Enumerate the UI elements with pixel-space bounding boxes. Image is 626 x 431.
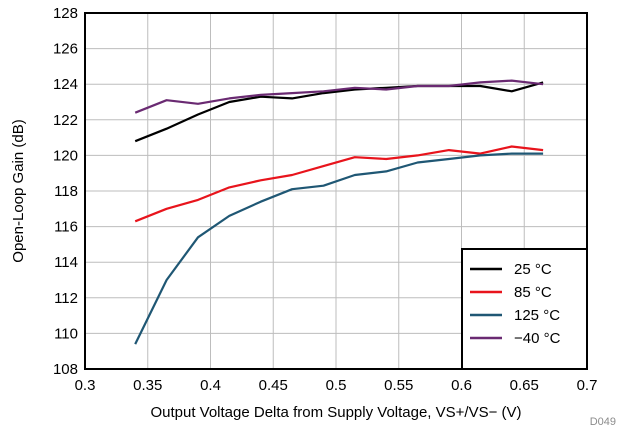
y-tick-label: 128 [53, 5, 78, 22]
x-tick-label: 0.6 [451, 377, 472, 394]
x-tick-label: 0.5 [326, 377, 347, 394]
axis-ticks: 0.3 0.35 0.4 0.45 0.5 0.55 0.6 0.65 0.7 108 110 112… [53, 5, 597, 394]
x-tick-label: 0.7 [577, 377, 598, 394]
y-tick-label: 124 [53, 76, 78, 93]
series-line-3 [134, 79, 544, 114]
x-tick-label: 0.3 [75, 377, 96, 394]
y-tick-label: 110 [54, 325, 78, 342]
series-line-0 [134, 81, 544, 143]
x-tick-label: 0.4 [200, 377, 221, 394]
x-axis-label: Output Voltage Delta from Supply Voltage… [150, 404, 521, 421]
legend-label: 125 °C [514, 307, 560, 324]
y-axis-label: Open-Loop Gain (dB) [10, 119, 27, 262]
y-tick-label: 118 [54, 183, 78, 200]
figure-code: D049 [590, 416, 616, 428]
x-tick-label: 0.35 [133, 377, 162, 394]
y-tick-label: 126 [53, 41, 78, 58]
data-series [134, 79, 544, 345]
y-tick-label: 122 [53, 112, 78, 129]
y-tick-label: 112 [54, 290, 78, 307]
legend-label: −40 °C [514, 330, 561, 347]
plot-frame [84, 12, 588, 370]
x-tick-label: 0.65 [510, 377, 539, 394]
x-tick-label: 0.45 [259, 377, 288, 394]
y-tick-label: 108 [53, 361, 78, 378]
y-tick-label: 120 [53, 147, 78, 164]
series-line-1 [134, 145, 544, 223]
series-line-2 [134, 152, 544, 345]
y-tick-label: 114 [54, 254, 78, 271]
x-tick-label: 0.55 [384, 377, 413, 394]
y-tick-label: 116 [54, 219, 78, 236]
legend: 25 °C 85 °C 125 °C −40 °C [461, 248, 588, 370]
legend-label: 85 °C [514, 284, 552, 301]
legend-label: 25 °C [514, 261, 552, 278]
